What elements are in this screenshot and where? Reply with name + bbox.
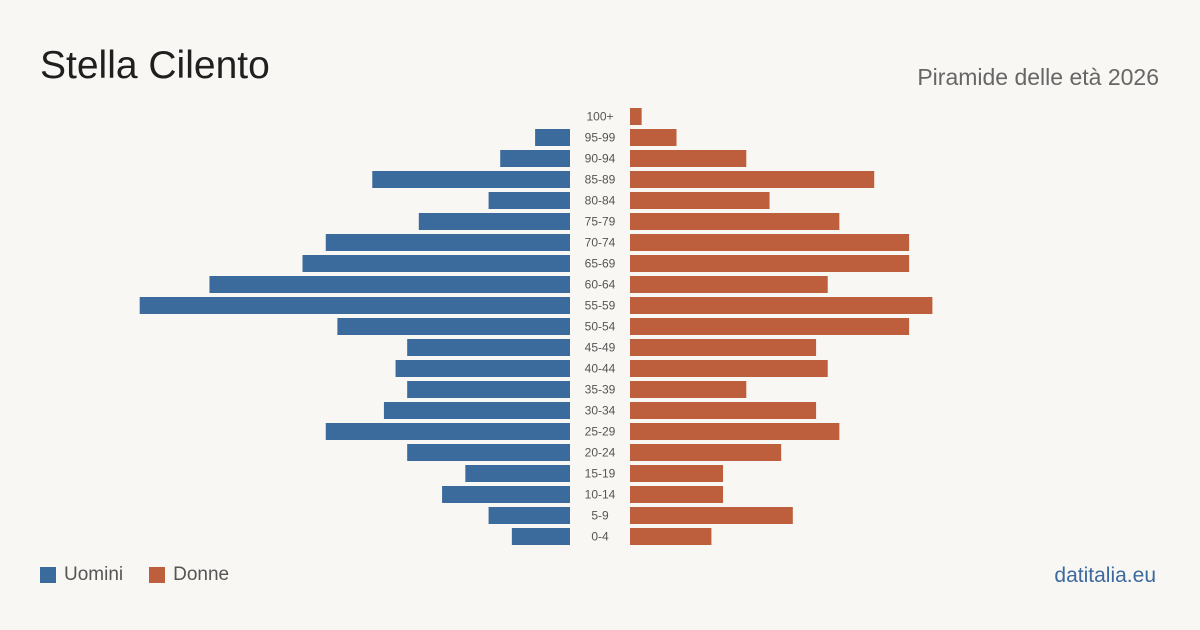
bar-women-75-79 <box>630 213 840 230</box>
bar-men-0-4 <box>511 528 570 545</box>
age-label-80-84: 80-84 <box>585 194 616 208</box>
legend-swatch-men <box>40 567 56 583</box>
bar-women-35-39 <box>630 381 747 398</box>
bar-women-65-69 <box>630 255 910 272</box>
bar-men-35-39 <box>407 381 570 398</box>
bar-women-60-64 <box>630 276 828 293</box>
bar-women-85-89 <box>630 171 875 188</box>
legend-item-women: Donne <box>149 564 229 586</box>
age-label-40-44: 40-44 <box>585 362 616 376</box>
age-label-90-94: 90-94 <box>585 152 616 166</box>
bar-men-55-59 <box>139 297 570 314</box>
age-label-95-99: 95-99 <box>585 131 616 145</box>
bar-men-5-9 <box>488 507 570 524</box>
source-link[interactable]: datitalia.eu <box>1054 564 1156 587</box>
age-label-60-64: 60-64 <box>585 278 616 292</box>
legend-swatch-women <box>149 567 166 583</box>
age-label-25-29: 25-29 <box>585 425 616 439</box>
bar-women-45-49 <box>630 339 817 356</box>
legend: Uomini Donne <box>40 564 255 586</box>
bar-women-80-84 <box>630 192 770 209</box>
bar-women-100+ <box>630 108 642 125</box>
age-label-30-34: 30-34 <box>585 404 616 418</box>
bar-women-40-44 <box>630 360 828 377</box>
bar-men-10-14 <box>442 486 570 503</box>
bar-men-70-74 <box>325 234 570 251</box>
age-label-35-39: 35-39 <box>585 383 616 397</box>
bar-men-15-19 <box>465 465 570 482</box>
age-label-15-19: 15-19 <box>585 467 616 481</box>
age-label-55-59: 55-59 <box>585 299 616 313</box>
bar-women-10-14 <box>630 486 724 503</box>
bar-men-50-54 <box>337 318 570 335</box>
bar-women-70-74 <box>630 234 910 251</box>
age-label-50-54: 50-54 <box>585 320 616 334</box>
age-label-45-49: 45-49 <box>585 341 616 355</box>
legend-item-men: Uomini <box>40 564 123 586</box>
bar-men-85-89 <box>372 171 570 188</box>
chart-title: Stella Cilento <box>40 44 270 87</box>
bar-men-30-34 <box>383 402 570 419</box>
legend-label-women: Donne <box>173 564 230 585</box>
bar-men-20-24 <box>407 444 570 461</box>
bar-women-30-34 <box>630 402 817 419</box>
bar-men-95-99 <box>535 129 570 146</box>
bar-men-25-29 <box>325 423 570 440</box>
chart-subtitle: Piramide delle età 2026 <box>917 64 1159 90</box>
legend-label-men: Uomini <box>64 564 124 585</box>
bar-women-5-9 <box>630 507 793 524</box>
bar-women-0-4 <box>630 528 712 545</box>
age-label-5-9: 5-9 <box>591 509 609 523</box>
age-label-100+: 100+ <box>586 110 613 124</box>
bar-women-90-94 <box>630 150 747 167</box>
bar-women-20-24 <box>630 444 782 461</box>
bar-women-95-99 <box>630 129 677 146</box>
bar-men-75-79 <box>418 213 570 230</box>
age-label-0-4: 0-4 <box>591 530 609 544</box>
age-label-20-24: 20-24 <box>585 446 616 460</box>
bar-women-25-29 <box>630 423 840 440</box>
age-label-10-14: 10-14 <box>585 488 616 502</box>
bar-men-60-64 <box>209 276 570 293</box>
age-label-70-74: 70-74 <box>585 236 616 250</box>
bar-men-80-84 <box>488 192 570 209</box>
age-label-65-69: 65-69 <box>585 257 616 271</box>
bar-men-65-69 <box>302 255 570 272</box>
bar-women-15-19 <box>630 465 724 482</box>
bar-men-40-44 <box>395 360 570 377</box>
age-label-75-79: 75-79 <box>585 215 616 229</box>
bar-women-55-59 <box>630 297 933 314</box>
bar-men-45-49 <box>407 339 570 356</box>
age-label-85-89: 85-89 <box>585 173 616 187</box>
bar-men-90-94 <box>500 150 570 167</box>
bar-women-50-54 <box>630 318 910 335</box>
